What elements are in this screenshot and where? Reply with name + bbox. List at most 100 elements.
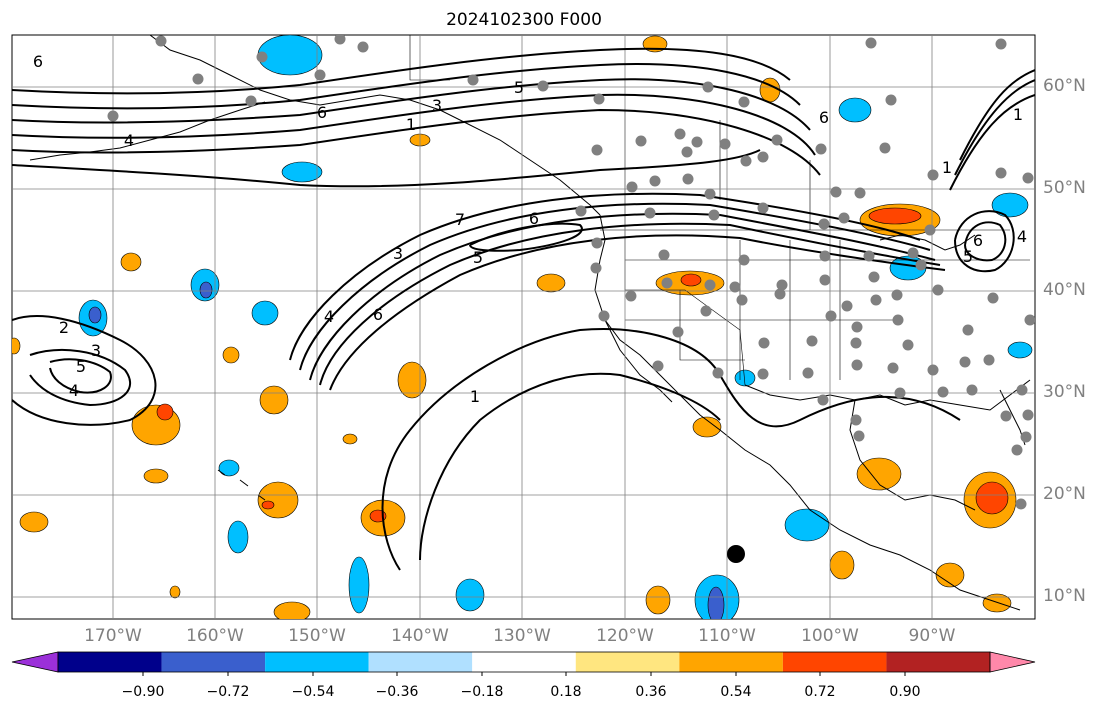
- colorbar-segment: [472, 652, 576, 672]
- colorbar: [11, 651, 1036, 676]
- contour-label: 6: [373, 305, 383, 324]
- station-dot: [245, 95, 257, 107]
- station-dot: [806, 335, 818, 347]
- station-dot: [802, 367, 814, 379]
- anomaly-patch: [838, 97, 872, 123]
- station-dot: [738, 96, 750, 108]
- contour-line: [12, 63, 801, 110]
- station-dot: [700, 305, 712, 317]
- anomaly-patch: [455, 578, 485, 612]
- contour-label: 6: [819, 108, 829, 127]
- station-dot: [915, 259, 927, 271]
- anomaly-patch: [982, 593, 1012, 613]
- lon-label: 160°W: [186, 626, 244, 646]
- station-dot: [966, 384, 978, 396]
- contour-label: 3: [393, 244, 403, 263]
- contour-line: [12, 149, 761, 188]
- anomaly-patch: [120, 252, 142, 272]
- station-dot: [927, 364, 939, 376]
- station-dot: [758, 337, 770, 349]
- anomaly-patch: [342, 433, 358, 445]
- colorbar-segment: [679, 652, 783, 672]
- anomaly-patch: [397, 361, 427, 399]
- station-dot: [1022, 172, 1034, 184]
- graticule: [12, 35, 1035, 619]
- station-dot: [907, 247, 919, 259]
- station-dot: [817, 394, 829, 406]
- station-dot: [776, 279, 788, 291]
- contour-line: [309, 212, 936, 381]
- contour-line: [12, 108, 821, 176]
- colorbar-tick-label: 0.36: [635, 684, 667, 700]
- station-dot: [155, 35, 167, 47]
- map-title: 2024102300 F000: [446, 10, 602, 30]
- anomaly-patch: [19, 511, 49, 533]
- station-markers: [107, 35, 1035, 510]
- colorbar-segment: [58, 652, 162, 672]
- station-dot: [868, 271, 880, 283]
- contour-label: 5: [473, 248, 483, 267]
- anomaly-patch: [281, 161, 323, 183]
- contour-line: [12, 93, 816, 156]
- anomaly-patch: [829, 550, 855, 580]
- anomaly-patch: [991, 192, 1029, 218]
- station-dot: [256, 51, 268, 63]
- station-dot: [738, 254, 750, 266]
- station-dot: [771, 134, 783, 146]
- anomaly-patch: [218, 459, 240, 477]
- station-dot: [819, 274, 831, 286]
- anomaly-patch: [259, 385, 289, 415]
- anomaly-patch: [856, 457, 902, 491]
- station-dot: [818, 218, 830, 230]
- station-dot: [851, 359, 863, 371]
- lon-label: 170°W: [84, 626, 142, 646]
- station-dot: [598, 310, 610, 322]
- colorbar-tick-label: 0.54: [720, 684, 752, 700]
- contour-label: 1: [1013, 105, 1023, 124]
- contour-label: 1: [470, 387, 480, 406]
- contour-label: 5: [76, 357, 86, 376]
- contour-line: [299, 202, 931, 371]
- anomaly-patch: [1007, 341, 1033, 359]
- colorbar-tick-label: −0.54: [291, 684, 335, 700]
- station-dot: [983, 354, 995, 366]
- station-dot: [467, 74, 479, 86]
- station-dot: [774, 288, 786, 300]
- contour-label: 6: [973, 231, 983, 250]
- station-dot: [894, 387, 906, 399]
- station-dot: [1015, 498, 1027, 510]
- colorbar-segment: [782, 652, 887, 672]
- contour-label: 3: [432, 96, 442, 115]
- colorbar-tick-label: 0.72: [804, 684, 836, 700]
- station-dot: [658, 249, 670, 261]
- anomaly-patch: [784, 508, 830, 542]
- anomaly-patch: [88, 306, 102, 324]
- station-dot: [625, 290, 637, 302]
- colorbar-tick-label: 0.18: [550, 684, 582, 700]
- contour-label: 7: [455, 210, 465, 229]
- station-dot: [704, 279, 716, 291]
- station-dot: [902, 339, 914, 351]
- station-dot: [702, 81, 714, 93]
- contour-label: 4: [69, 381, 79, 400]
- station-dot: [708, 209, 720, 221]
- contour-line: [12, 47, 791, 95]
- station-dot: [1016, 384, 1028, 396]
- station-dot: [1000, 410, 1012, 422]
- anomaly-patch: [261, 500, 275, 510]
- lon-label: 120°W: [596, 626, 654, 646]
- station-dot: [865, 37, 877, 49]
- station-dot: [1022, 409, 1034, 421]
- anomaly-patch: [975, 481, 1009, 515]
- anomaly-patch: [868, 207, 922, 225]
- colorbar-tick-label: −0.36: [375, 684, 419, 700]
- station-dot: [691, 136, 703, 148]
- colorbar-segment: [886, 652, 990, 672]
- station-dot: [1020, 431, 1032, 443]
- anomaly-patch: [645, 585, 671, 615]
- station-dot: [885, 94, 897, 106]
- contour-line: [12, 78, 811, 131]
- station-dot: [682, 173, 694, 185]
- station-dot: [987, 292, 999, 304]
